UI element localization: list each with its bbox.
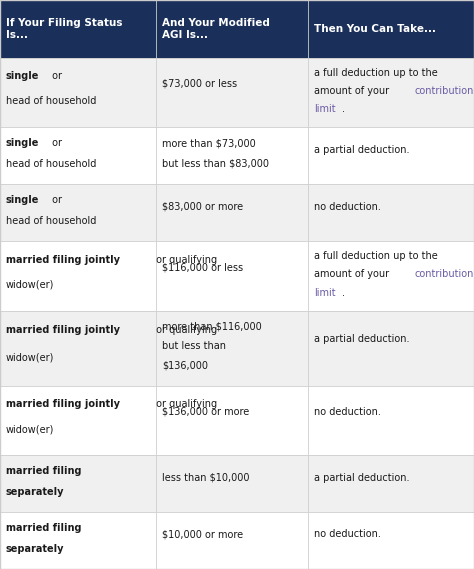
Text: but less than: but less than: [162, 341, 226, 351]
Text: or: or: [49, 138, 62, 149]
Text: no deduction.: no deduction.: [314, 407, 381, 417]
Text: If Your Filing Status
Is...: If Your Filing Status Is...: [6, 18, 122, 40]
Bar: [0, 57, 156, 127]
Text: $116,000 or less: $116,000 or less: [162, 262, 243, 273]
Bar: [0, 512, 156, 569]
Bar: [156, 386, 308, 455]
Text: widow(er): widow(er): [6, 279, 54, 290]
Bar: [308, 241, 474, 311]
Text: limit: limit: [314, 288, 336, 298]
Text: single: single: [6, 71, 39, 81]
Text: married filing jointly: married filing jointly: [6, 399, 120, 409]
Text: or qualifying: or qualifying: [153, 255, 217, 265]
Bar: [308, 512, 474, 569]
Text: limit: limit: [314, 104, 336, 114]
Text: married filing jointly: married filing jointly: [6, 325, 120, 335]
Text: $136,000 or more: $136,000 or more: [162, 407, 249, 417]
Bar: [308, 184, 474, 241]
Bar: [0, 241, 156, 311]
Text: separately: separately: [6, 543, 64, 554]
Bar: [0, 127, 156, 184]
Text: a partial deduction.: a partial deduction.: [314, 333, 409, 344]
Text: married filing jointly: married filing jointly: [6, 255, 120, 265]
Bar: [156, 184, 308, 241]
Text: a full deduction up to the: a full deduction up to the: [314, 68, 438, 78]
Text: And Your Modified
AGI Is...: And Your Modified AGI Is...: [162, 18, 270, 40]
Bar: [156, 241, 308, 311]
Bar: [156, 57, 308, 127]
Text: head of household: head of household: [6, 96, 96, 106]
Bar: [156, 127, 308, 184]
Text: single: single: [6, 138, 39, 149]
Text: or: or: [49, 195, 62, 205]
Text: .: .: [342, 288, 345, 298]
Bar: [156, 455, 308, 512]
Text: a partial deduction.: a partial deduction.: [314, 145, 409, 155]
Text: married filing: married filing: [6, 523, 81, 533]
Text: less than $10,000: less than $10,000: [162, 473, 250, 483]
Text: amount of your: amount of your: [314, 86, 392, 96]
Bar: [308, 0, 474, 57]
Bar: [308, 57, 474, 127]
Bar: [308, 311, 474, 386]
Bar: [0, 184, 156, 241]
Text: $10,000 or more: $10,000 or more: [162, 530, 243, 539]
Bar: [308, 386, 474, 455]
Text: amount of your: amount of your: [314, 269, 392, 279]
Bar: [0, 311, 156, 386]
Text: head of household: head of household: [6, 159, 96, 169]
Bar: [308, 455, 474, 512]
Text: no deduction.: no deduction.: [314, 530, 381, 539]
Text: widow(er): widow(er): [6, 352, 54, 362]
Text: separately: separately: [6, 486, 64, 497]
Text: $73,000 or less: $73,000 or less: [162, 79, 237, 89]
Text: more than $116,000: more than $116,000: [162, 321, 262, 332]
Text: more than $73,000: more than $73,000: [162, 138, 256, 149]
Bar: [0, 455, 156, 512]
Text: or qualifying: or qualifying: [153, 399, 217, 409]
Text: single: single: [6, 195, 39, 205]
Text: widow(er): widow(er): [6, 424, 54, 434]
Bar: [0, 0, 156, 57]
Text: Then You Can Take...: Then You Can Take...: [314, 24, 436, 34]
Text: .: .: [342, 104, 345, 114]
Bar: [156, 512, 308, 569]
Text: a partial deduction.: a partial deduction.: [314, 473, 409, 483]
Text: or qualifying: or qualifying: [153, 325, 217, 335]
Text: contribution: contribution: [415, 269, 474, 279]
Bar: [0, 386, 156, 455]
Text: but less than $83,000: but less than $83,000: [162, 159, 269, 169]
Text: $83,000 or more: $83,000 or more: [162, 201, 243, 212]
Text: contribution: contribution: [415, 86, 474, 96]
Text: or: or: [49, 71, 62, 81]
Bar: [308, 127, 474, 184]
Bar: [156, 0, 308, 57]
Text: $136,000: $136,000: [162, 361, 208, 371]
Text: married filing: married filing: [6, 467, 81, 476]
Text: no deduction.: no deduction.: [314, 201, 381, 212]
Bar: [156, 311, 308, 386]
Text: head of household: head of household: [6, 216, 96, 226]
Text: a full deduction up to the: a full deduction up to the: [314, 251, 438, 261]
